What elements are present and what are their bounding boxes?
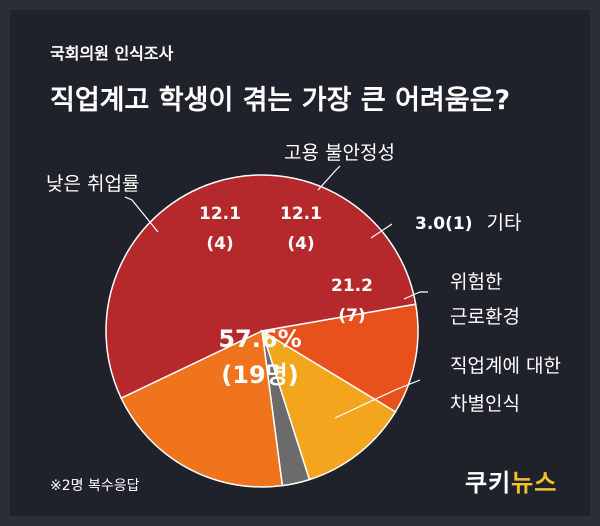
slice-count-label-1: (4) bbox=[206, 234, 233, 254]
leader-line-1 bbox=[124, 196, 159, 233]
logo-part-news: 뉴스 bbox=[511, 469, 558, 497]
category-label-3: 기타 bbox=[486, 212, 521, 234]
slice-count-label-4: (7) bbox=[338, 306, 365, 326]
category-label-4-line-0: 위험한 bbox=[450, 271, 502, 293]
category-label-2: 고용 불안정성 bbox=[284, 142, 395, 164]
slice-count-label-2: (4) bbox=[287, 234, 314, 254]
slice-value-label-2: 12.1 bbox=[280, 204, 322, 224]
slice-count-label-0: (19명) bbox=[221, 361, 298, 389]
leader-line-0 bbox=[334, 379, 421, 419]
kukinews-logo: 쿠키뉴스 bbox=[465, 463, 557, 498]
logo-part-kuki: 쿠키 bbox=[465, 469, 512, 497]
pie-slice-1 bbox=[259, 303, 419, 413]
slice-value-label-1: 12.1 bbox=[199, 204, 241, 224]
slice-value-label-4: 21.2 bbox=[331, 276, 373, 296]
chart-subtitle: 국회의원 인식조사 bbox=[50, 44, 174, 63]
category-label-1: 낮은 취업률 bbox=[46, 173, 139, 195]
leader-line-2 bbox=[317, 165, 341, 191]
pie-slice-2 bbox=[260, 329, 397, 481]
pie-slice-0 bbox=[105, 174, 417, 400]
footnote: ※2명 복수응답 bbox=[50, 478, 140, 494]
pie-slice-4 bbox=[120, 329, 284, 488]
slice-value-label-0: 57.6% bbox=[218, 325, 301, 353]
chart-title: 직업계고 학생이 겪는 가장 큰 어려움은? bbox=[50, 85, 511, 116]
category-label-0-line-0: 직업계에 대한 bbox=[450, 355, 561, 377]
category-label-0-line-1: 차별인식 bbox=[450, 393, 520, 415]
leader-line-4 bbox=[403, 291, 428, 300]
slice-value-label-3: 3.0(1) bbox=[415, 214, 472, 234]
leader-line-3 bbox=[370, 223, 393, 239]
category-label-4-line-1: 근로환경 bbox=[450, 306, 520, 328]
